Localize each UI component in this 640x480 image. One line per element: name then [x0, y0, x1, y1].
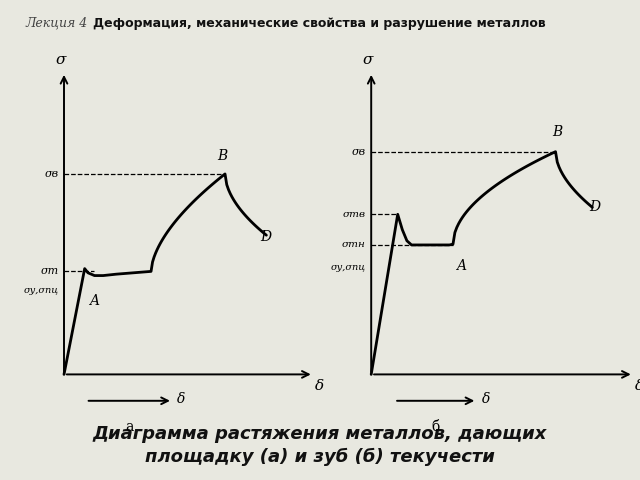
Text: σу,σпц: σу,σпц: [331, 263, 366, 272]
Text: а: а: [125, 420, 134, 434]
Text: σв: σв: [45, 169, 59, 179]
Text: Диаграмма растяжения металлов, дающих: Диаграмма растяжения металлов, дающих: [93, 425, 547, 443]
Text: б: б: [431, 420, 440, 434]
Text: Лекция 4: Лекция 4: [26, 17, 88, 30]
Text: δ: δ: [177, 392, 186, 407]
Text: σ: σ: [363, 53, 373, 67]
Text: B: B: [552, 125, 563, 139]
Text: Деформация, механические свойства и разрушение металлов: Деформация, механические свойства и разр…: [93, 17, 545, 30]
Text: δ: δ: [482, 392, 490, 407]
Text: D: D: [260, 229, 271, 244]
Text: σ: σ: [56, 53, 66, 67]
Text: σтн: σтн: [342, 240, 366, 250]
Text: B: B: [218, 149, 228, 163]
Text: A: A: [456, 259, 466, 273]
Text: σтв: σтв: [343, 210, 366, 219]
Text: D: D: [589, 201, 600, 215]
Text: δ: δ: [316, 379, 324, 393]
Text: σв: σв: [352, 147, 366, 156]
Text: σу,σпц: σу,σпц: [24, 287, 59, 295]
Text: площадку (а) и зуб (б) текучести: площадку (а) и зуб (б) текучести: [145, 447, 495, 466]
Text: σт: σт: [41, 266, 59, 276]
Text: A: A: [90, 294, 99, 308]
Text: δ: δ: [636, 379, 640, 393]
